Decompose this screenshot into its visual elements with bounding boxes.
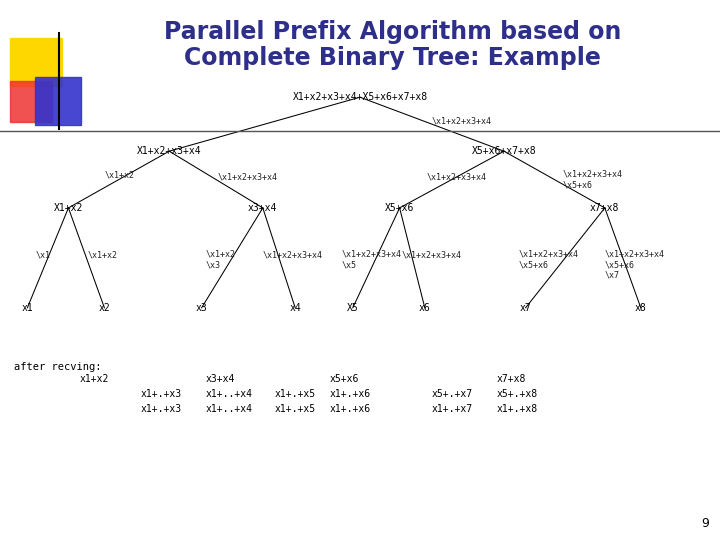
Text: X5+x6: X5+x6 bbox=[385, 203, 414, 213]
Text: Complete Binary Tree: Example: Complete Binary Tree: Example bbox=[184, 46, 600, 70]
Text: x7+x8: x7+x8 bbox=[590, 203, 619, 213]
Text: x5+.+x7: x5+.+x7 bbox=[432, 389, 473, 399]
Text: \x3: \x3 bbox=[205, 260, 220, 269]
Text: x1+..+x4: x1+..+x4 bbox=[205, 389, 252, 399]
Text: x3+x4: x3+x4 bbox=[205, 374, 235, 384]
Text: x6: x6 bbox=[419, 303, 431, 313]
Text: \x5+x6: \x5+x6 bbox=[563, 180, 593, 189]
Text: x1+.+x8: x1+.+x8 bbox=[497, 404, 538, 414]
Text: x1+.+x6: x1+.+x6 bbox=[330, 404, 371, 414]
Text: x1+..+x4: x1+..+x4 bbox=[205, 404, 252, 414]
Text: X1+x2+x3+x4: X1+x2+x3+x4 bbox=[137, 146, 202, 156]
Bar bbox=[10, 81, 52, 122]
Text: \x1+x2+x3+x4: \x1+x2+x3+x4 bbox=[605, 250, 665, 259]
Text: \x1+x2: \x1+x2 bbox=[88, 251, 118, 260]
Bar bbox=[35, 77, 81, 125]
Text: x1: x1 bbox=[22, 303, 33, 313]
Text: \x1+x2+x3+x4: \x1+x2+x3+x4 bbox=[217, 173, 277, 181]
Text: x5+x6: x5+x6 bbox=[330, 374, 359, 384]
Bar bbox=[10, 38, 62, 86]
Text: x1+.+x3: x1+.+x3 bbox=[141, 389, 182, 399]
Text: X5: X5 bbox=[347, 303, 359, 313]
Text: 9: 9 bbox=[701, 517, 709, 530]
Text: \x5+x6: \x5+x6 bbox=[605, 260, 635, 269]
Text: \x1: \x1 bbox=[36, 251, 51, 260]
Text: \x1+x2+x3+x4: \x1+x2+x3+x4 bbox=[563, 170, 623, 178]
Text: X5+x6+x7+x8: X5+x6+x7+x8 bbox=[472, 146, 536, 156]
Text: \x1+x2+x3+x4: \x1+x2+x3+x4 bbox=[518, 250, 578, 259]
Text: \x7: \x7 bbox=[605, 271, 620, 279]
Text: x3: x3 bbox=[196, 303, 207, 313]
Text: x7+x8: x7+x8 bbox=[497, 374, 526, 384]
Text: \x5: \x5 bbox=[342, 260, 357, 269]
Text: \x1+x2+x3+x4: \x1+x2+x3+x4 bbox=[263, 251, 323, 260]
Text: x8: x8 bbox=[635, 303, 647, 313]
Text: x1+.+x3: x1+.+x3 bbox=[141, 404, 182, 414]
Text: x1+.+x7: x1+.+x7 bbox=[432, 404, 473, 414]
Text: X1+x2: X1+x2 bbox=[54, 203, 83, 213]
Text: \x1+x2: \x1+x2 bbox=[104, 171, 135, 180]
Text: \x1+x2+x3+x4: \x1+x2+x3+x4 bbox=[402, 251, 462, 260]
Text: \x1+x2+x3+x4: \x1+x2+x3+x4 bbox=[342, 250, 402, 259]
Text: x5+.+x8: x5+.+x8 bbox=[497, 389, 538, 399]
Text: x7: x7 bbox=[520, 303, 531, 313]
Text: Parallel Prefix Algorithm based on: Parallel Prefix Algorithm based on bbox=[163, 21, 621, 44]
Text: x1+x2: x1+x2 bbox=[79, 374, 109, 384]
Text: X1+x2+x3+x4+X5+x6+x7+x8: X1+x2+x3+x4+X5+x6+x7+x8 bbox=[292, 92, 428, 102]
Text: after recving:: after recving: bbox=[14, 362, 102, 372]
Text: \x1+x2: \x1+x2 bbox=[205, 250, 235, 259]
Text: x1+.+x5: x1+.+x5 bbox=[275, 404, 316, 414]
Text: \x5+x6: \x5+x6 bbox=[518, 260, 549, 269]
Text: \x1+x2+x3+x4: \x1+x2+x3+x4 bbox=[432, 117, 492, 126]
Text: x3+x4: x3+x4 bbox=[248, 203, 277, 213]
Text: x1+.+x5: x1+.+x5 bbox=[275, 389, 316, 399]
Text: x4: x4 bbox=[289, 303, 301, 313]
Text: x2: x2 bbox=[99, 303, 110, 313]
Text: \x1+x2+x3+x4: \x1+x2+x3+x4 bbox=[427, 173, 487, 181]
Text: x1+.+x6: x1+.+x6 bbox=[330, 389, 371, 399]
